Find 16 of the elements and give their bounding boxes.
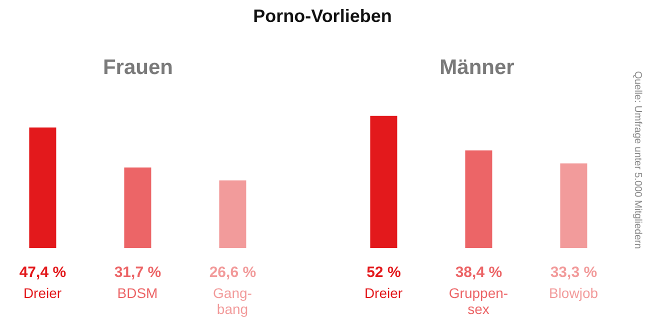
x-tick-label: Blowjob — [548, 285, 598, 301]
x-tick-label: BDSM — [116, 285, 158, 301]
x-tick-label: Gruppen-sex — [448, 285, 508, 317]
text: Porno-Vorlieben — [252, 6, 393, 27]
x-tick-label: Dreier — [22, 285, 62, 301]
x-tick-label: Dreier — [364, 285, 402, 301]
data-label: 38,4 % — [454, 264, 502, 281]
x-tick-label: Gang-bang — [212, 285, 252, 317]
data-label: 52 % — [366, 264, 400, 281]
data-label: 26,6 % — [208, 264, 256, 281]
chart-subtitle: Männer — [438, 56, 516, 80]
data-label: 31,7 % — [114, 264, 161, 281]
source-note: Quelle: Umfrage unter 5.000 Mitgliedern — [631, 70, 643, 251]
data-label: 47,4 % — [18, 264, 66, 281]
chart-subtitle: Frauen — [102, 56, 174, 80]
data-label: 33,3 % — [550, 264, 597, 281]
